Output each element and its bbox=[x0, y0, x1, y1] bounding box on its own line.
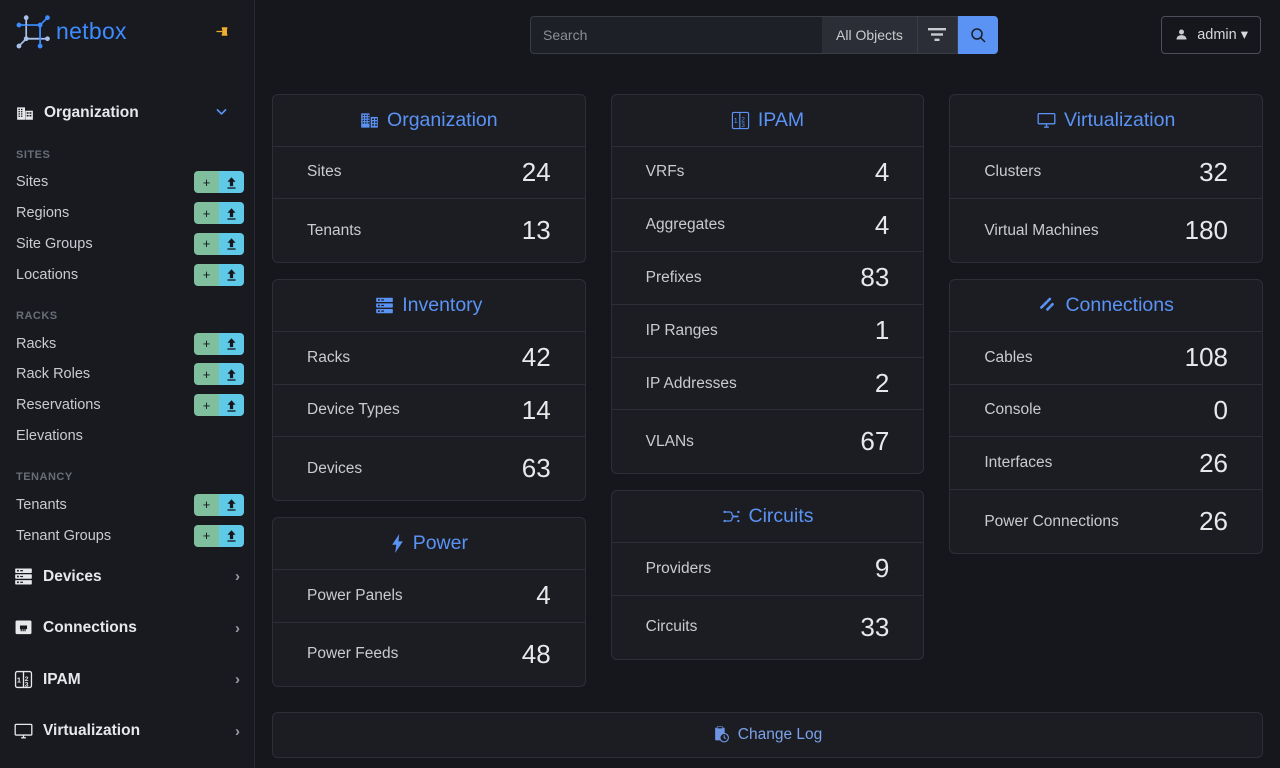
svg-text:3: 3 bbox=[741, 122, 745, 129]
svg-text:3: 3 bbox=[25, 681, 29, 688]
svg-text:1: 1 bbox=[734, 117, 738, 125]
svg-text:1: 1 bbox=[17, 676, 21, 685]
